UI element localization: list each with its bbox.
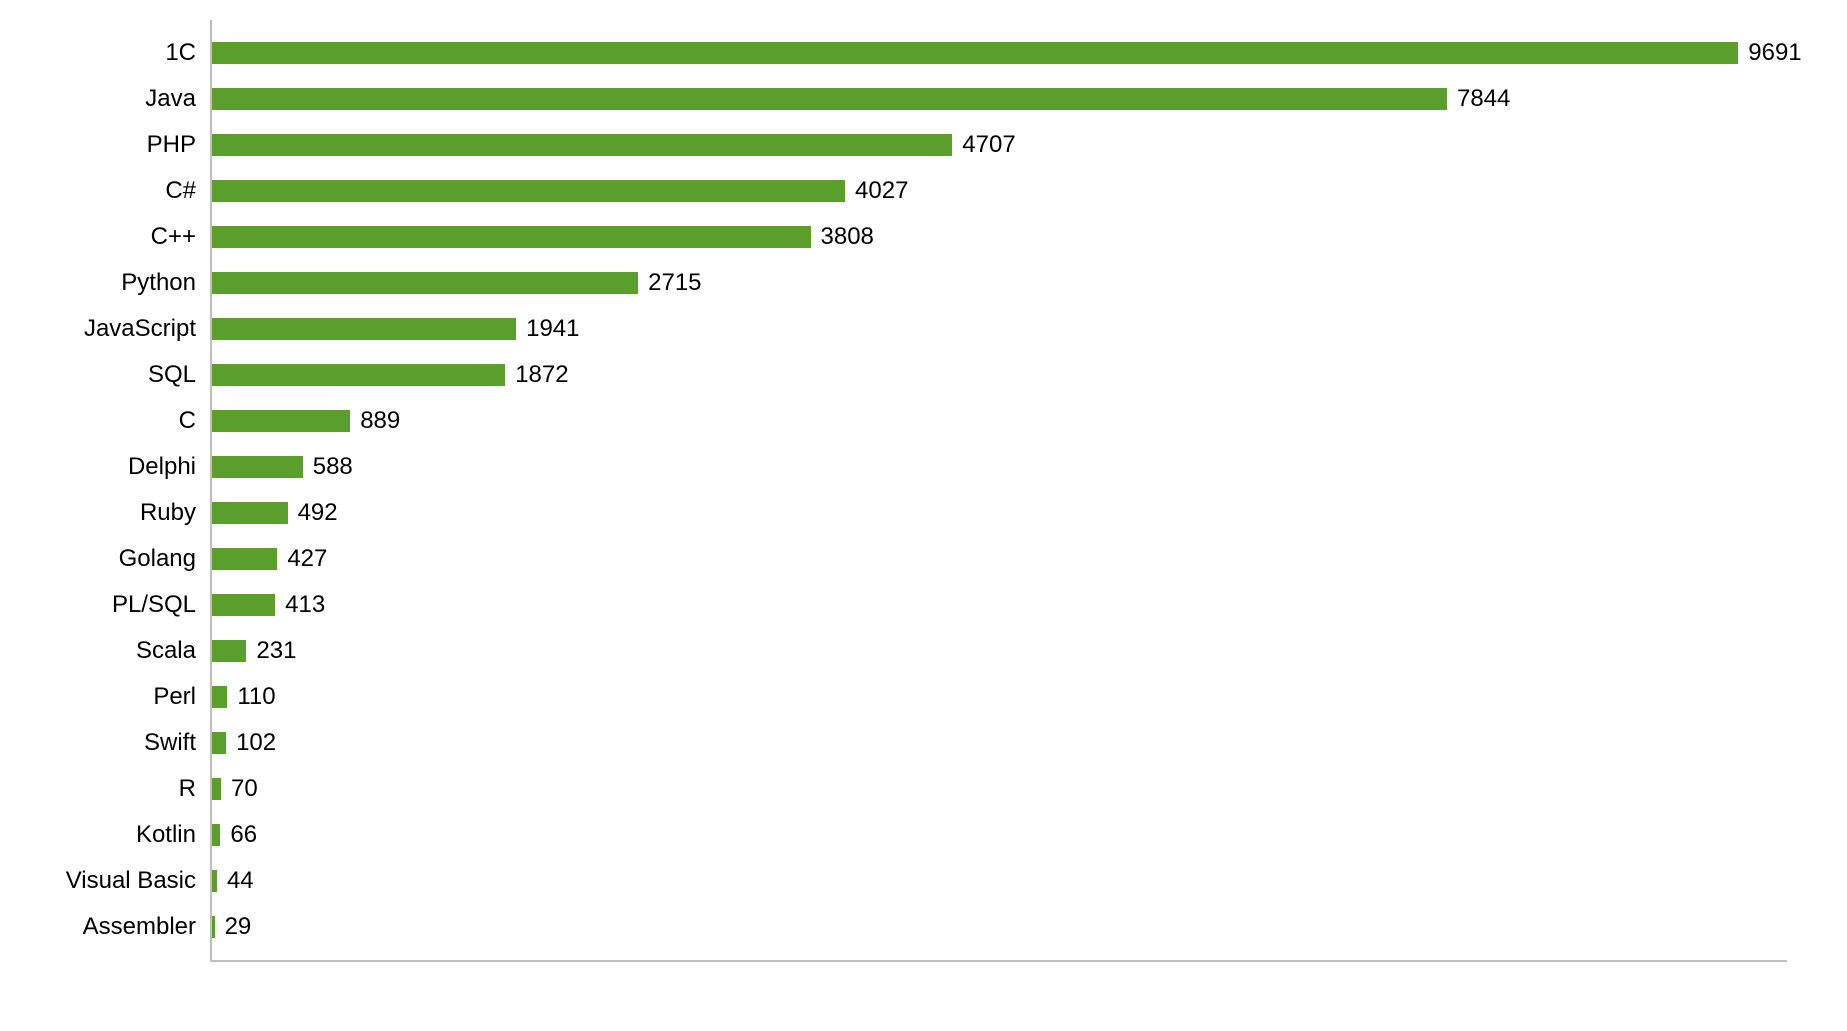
category-label: JavaScript — [84, 315, 196, 343]
category-label: SQL — [148, 361, 196, 389]
bar-row: Assembler29 — [210, 904, 1787, 950]
value-label: 427 — [287, 545, 327, 573]
bar-chart: 1C9691Java7844PHP4707C#4027C++3808Python… — [20, 20, 1807, 1011]
bar-row: Python2715 — [210, 260, 1787, 306]
category-label: PHP — [147, 131, 196, 159]
value-label: 102 — [236, 729, 276, 757]
bar — [210, 456, 303, 478]
value-label: 7844 — [1457, 85, 1510, 113]
category-label: 1C — [165, 39, 196, 67]
category-label: Scala — [136, 637, 196, 665]
bar — [210, 272, 638, 294]
value-label: 4707 — [962, 131, 1015, 159]
category-label: C++ — [151, 223, 196, 251]
bar — [210, 732, 226, 754]
plot-area: 1C9691Java7844PHP4707C#4027C++3808Python… — [210, 30, 1787, 950]
category-label: Perl — [153, 683, 196, 711]
bar — [210, 180, 845, 202]
bar-row: Ruby492 — [210, 490, 1787, 536]
category-label: Assembler — [83, 913, 196, 941]
value-label: 2715 — [648, 269, 701, 297]
value-label: 588 — [313, 453, 353, 481]
value-label: 29 — [225, 913, 252, 941]
value-label: 889 — [360, 407, 400, 435]
category-label: Python — [121, 269, 196, 297]
category-label: Visual Basic — [66, 867, 196, 895]
bar-row: Visual Basic44 — [210, 858, 1787, 904]
value-label: 4027 — [855, 177, 908, 205]
bar — [210, 594, 275, 616]
bar-row: SQL1872 — [210, 352, 1787, 398]
chart-container: 1C9691Java7844PHP4707C#4027C++3808Python… — [0, 0, 1847, 1031]
bar-row: 1C9691 — [210, 30, 1787, 76]
value-label: 492 — [298, 499, 338, 527]
value-label: 66 — [230, 821, 257, 849]
bar-row: PHP4707 — [210, 122, 1787, 168]
category-label: Golang — [119, 545, 196, 573]
value-label: 44 — [227, 867, 254, 895]
bar — [210, 548, 277, 570]
bar-row: Perl110 — [210, 674, 1787, 720]
category-label: Ruby — [140, 499, 196, 527]
category-label: C# — [165, 177, 196, 205]
value-label: 70 — [231, 775, 258, 803]
category-label: Swift — [144, 729, 196, 757]
value-label: 1872 — [515, 361, 568, 389]
bar-row: PL/SQL413 — [210, 582, 1787, 628]
value-label: 1941 — [526, 315, 579, 343]
x-axis-line — [210, 960, 1787, 962]
value-label: 231 — [256, 637, 296, 665]
value-label: 413 — [285, 591, 325, 619]
bar-row: R70 — [210, 766, 1787, 812]
category-label: PL/SQL — [112, 591, 196, 619]
bar — [210, 226, 811, 248]
bar — [210, 410, 350, 432]
category-label: Java — [145, 85, 196, 113]
bar — [210, 88, 1447, 110]
bar-row: C#4027 — [210, 168, 1787, 214]
y-axis-line — [210, 20, 212, 962]
category-label: R — [179, 775, 196, 803]
bar-row: Scala231 — [210, 628, 1787, 674]
category-label: Kotlin — [136, 821, 196, 849]
bar-row: Delphi588 — [210, 444, 1787, 490]
bar-row: Golang427 — [210, 536, 1787, 582]
category-label: C — [179, 407, 196, 435]
bar-row: C++3808 — [210, 214, 1787, 260]
bar-row: JavaScript1941 — [210, 306, 1787, 352]
category-label: Delphi — [128, 453, 196, 481]
bar-row: Java7844 — [210, 76, 1787, 122]
bar — [210, 686, 227, 708]
value-label: 3808 — [821, 223, 874, 251]
bar — [210, 364, 505, 386]
bar — [210, 502, 288, 524]
bar — [210, 640, 246, 662]
bar-row: C889 — [210, 398, 1787, 444]
value-label: 9691 — [1748, 39, 1801, 67]
value-label: 110 — [237, 683, 275, 711]
bar — [210, 134, 952, 156]
bar-row: Kotlin66 — [210, 812, 1787, 858]
bar — [210, 42, 1738, 64]
bar — [210, 318, 516, 340]
bar-row: Swift102 — [210, 720, 1787, 766]
